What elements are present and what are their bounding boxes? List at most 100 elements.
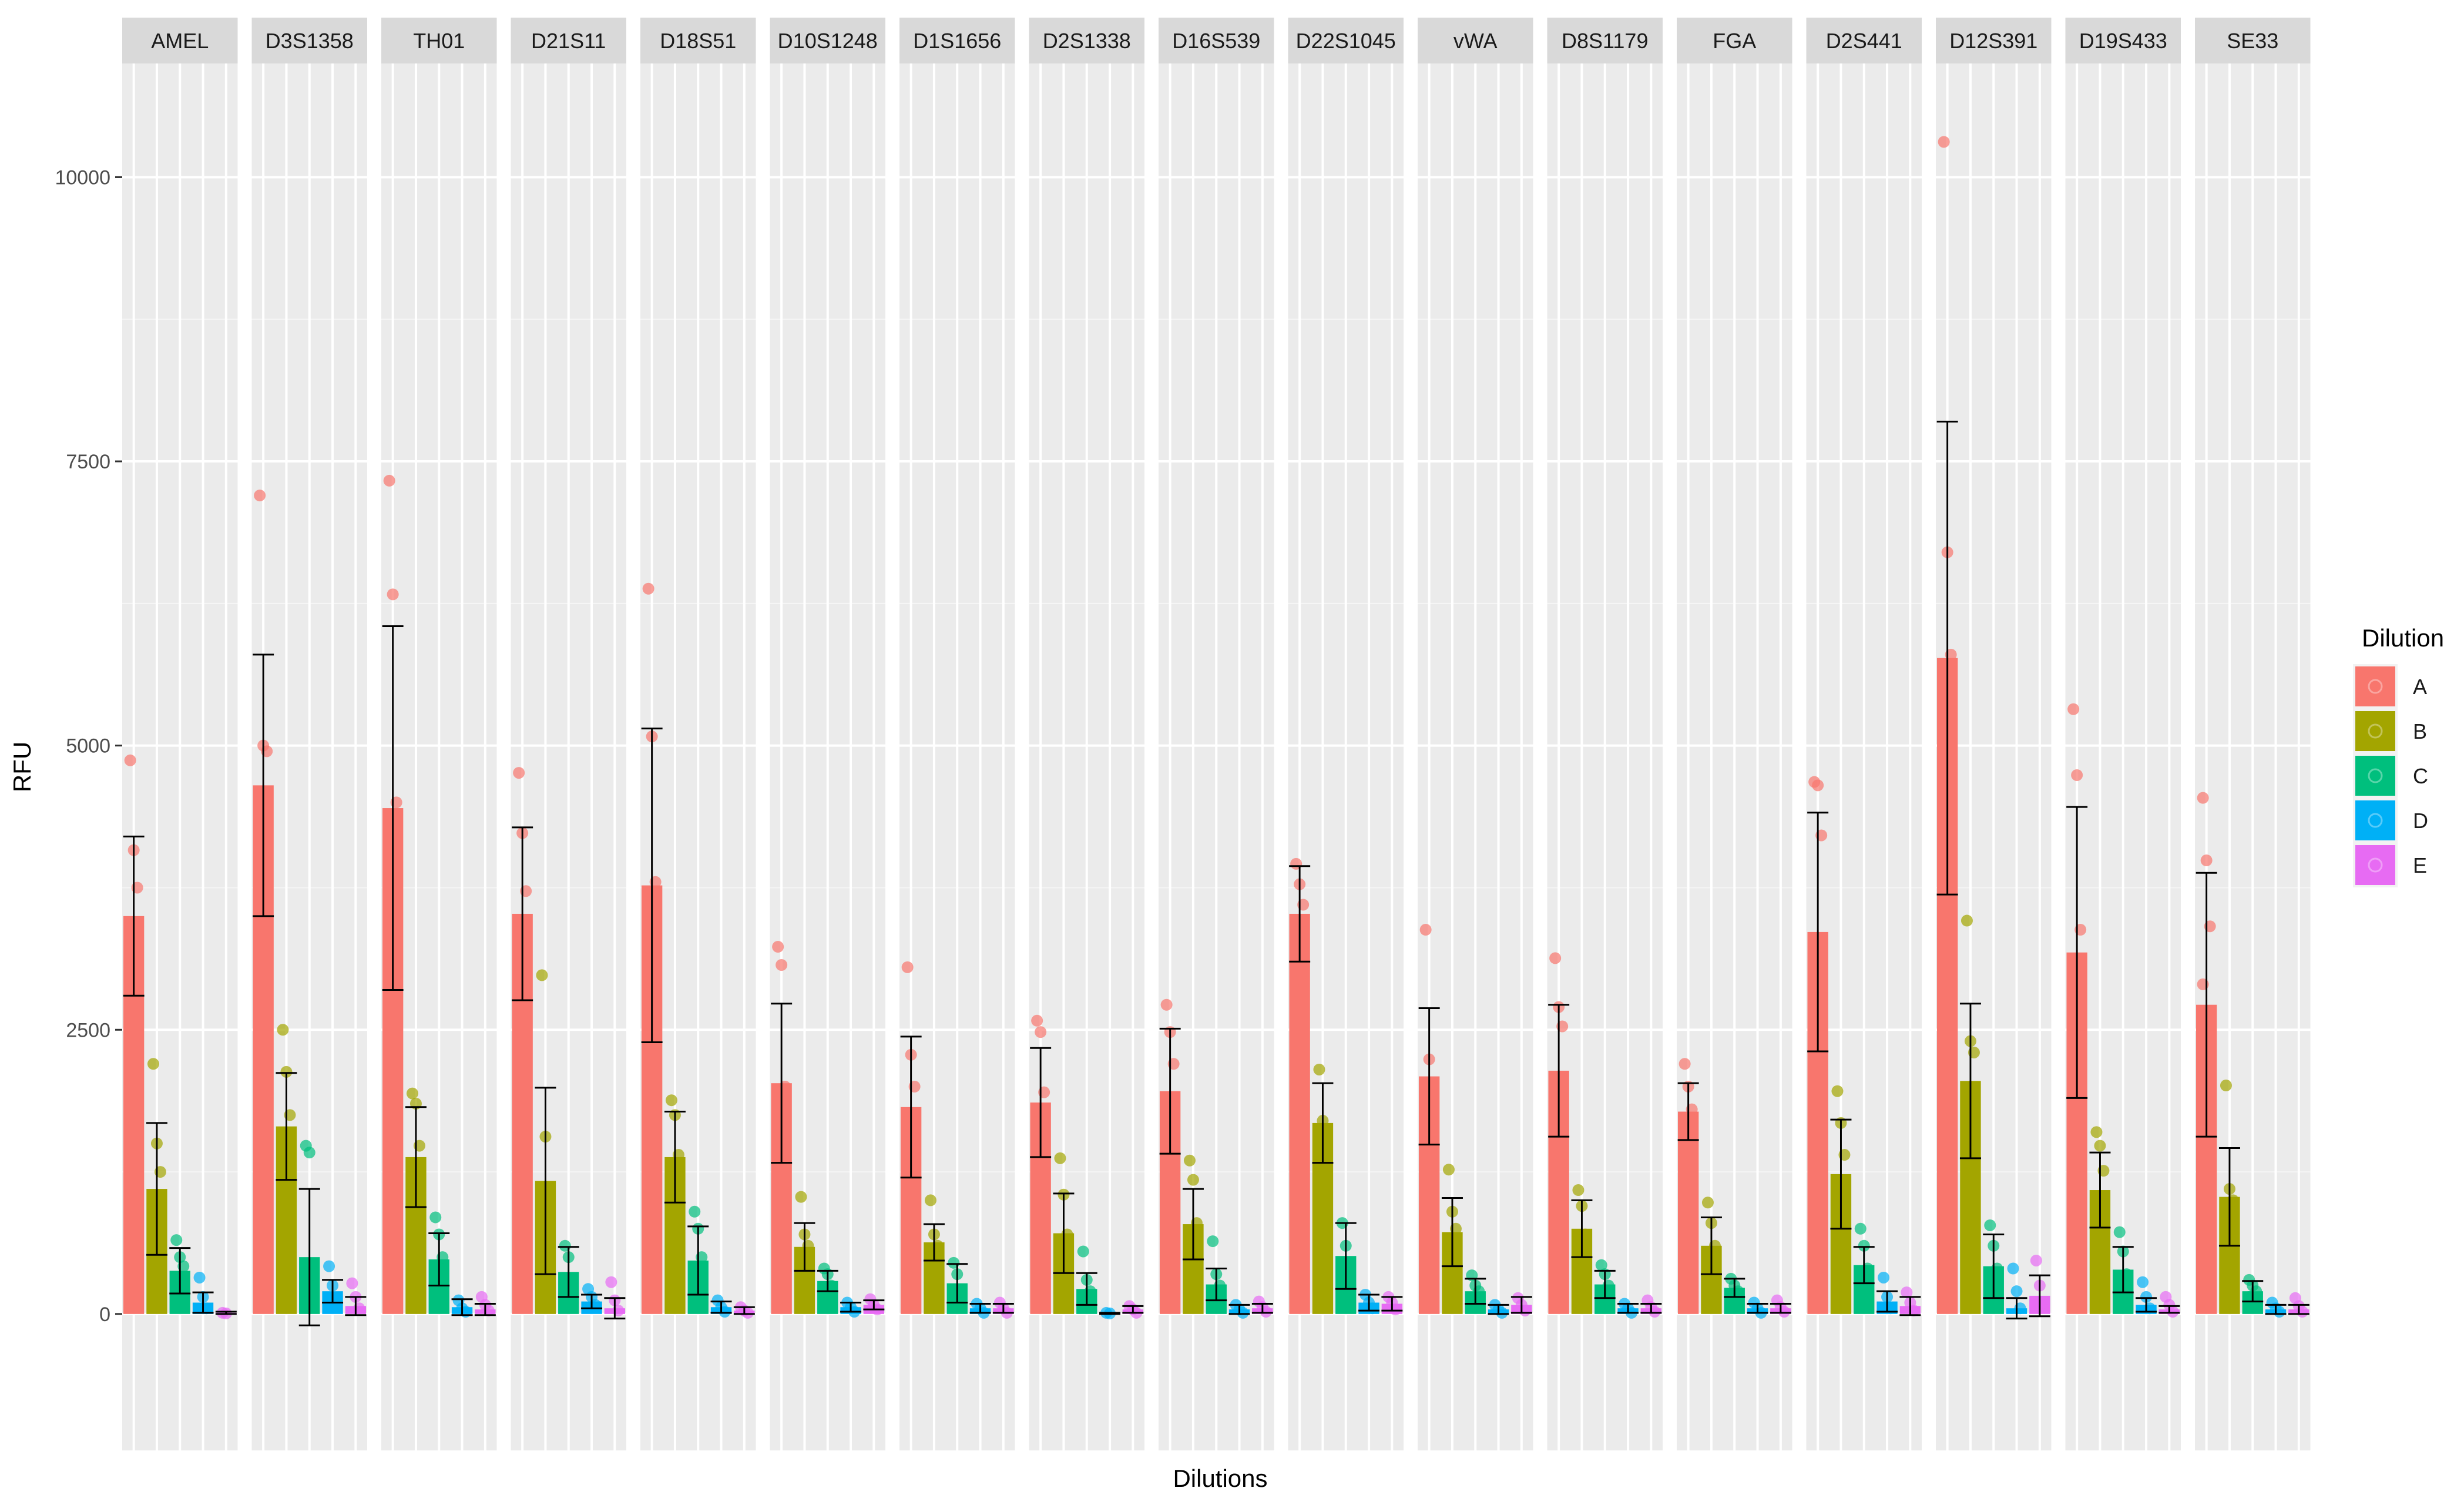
- y-tick-label: 5000: [66, 735, 110, 758]
- point-d12s391-a: [1938, 136, 1950, 148]
- point-d10s1248-a: [772, 941, 784, 953]
- point-d2s1338-a: [1031, 1014, 1043, 1027]
- point-d18s51-a: [642, 582, 654, 595]
- error-bar-d1s1656-a: [900, 1035, 922, 1179]
- point-d3s1358-a: [254, 490, 266, 502]
- panel-strip: [1029, 18, 1144, 63]
- error-bar-th01-b: [405, 1106, 427, 1208]
- point-d18s51-c: [689, 1205, 701, 1218]
- y-tick-label: 2500: [66, 1019, 110, 1041]
- error-bar-d12s391-e: [2029, 1274, 2050, 1318]
- point-d19s433-b: [2090, 1126, 2103, 1138]
- error-bar-d3s1358-b: [276, 1072, 297, 1181]
- error-bar-th01-c: [428, 1232, 450, 1287]
- panel-strip: [251, 18, 367, 63]
- panel-fga: FGA: [1677, 18, 1792, 1450]
- error-bar-amel-d: [192, 1291, 214, 1314]
- error-bar-d1s1656-e: [992, 1302, 1014, 1314]
- panel-strip-label: D3S1358: [266, 29, 354, 53]
- error-bar-d10s1248-a: [771, 1003, 793, 1164]
- point-d3s1358-b: [280, 1065, 293, 1078]
- error-bar-d19s433-b: [2089, 1151, 2111, 1229]
- y-tick-label: 10000: [55, 166, 110, 189]
- error-bar-se33-e: [2288, 1303, 2309, 1315]
- panel-strip-label: D10S1248: [778, 29, 878, 53]
- panel-d19s433: D19S433: [2065, 18, 2181, 1450]
- panel-strip: [1159, 18, 1274, 63]
- y-tick-label: 7500: [66, 451, 110, 473]
- point-d19s433-c: [2113, 1226, 2126, 1238]
- error-bar-d1s1656-d: [969, 1302, 991, 1314]
- point-amel-c: [170, 1234, 183, 1246]
- error-bar-amel-a: [123, 835, 145, 997]
- error-bar-d18s51-e: [733, 1306, 755, 1315]
- error-bar-d16s539-d: [1228, 1303, 1250, 1315]
- panel-d8s1179: D8S1179: [1547, 18, 1663, 1450]
- panel-strip: [640, 18, 756, 63]
- error-bar-d19s433-d: [2136, 1297, 2157, 1313]
- panel-d3s1358: D3S1358: [251, 18, 367, 1450]
- error-bar-d8s1179-b: [1571, 1199, 1593, 1258]
- point-d19s433-d: [2137, 1276, 2149, 1288]
- panel-d2s1338: D2S1338: [1029, 18, 1144, 1450]
- point-fga-a: [1682, 1160, 1694, 1172]
- panel-th01: TH01: [381, 18, 497, 1450]
- point-d12s391-b: [1961, 914, 1973, 927]
- point-d16s539-a: [1160, 998, 1173, 1011]
- error-bar-d18s51-b: [664, 1111, 686, 1204]
- point-d12s391-e: [2030, 1254, 2042, 1266]
- error-bar-d12s391-a: [1936, 420, 1958, 896]
- point-th01-a: [387, 588, 399, 601]
- error-bar-fga-d: [1747, 1302, 1768, 1314]
- point-d16s539-b: [1183, 1154, 1196, 1167]
- point-vwa-b: [1442, 1164, 1455, 1176]
- panel-strip: [1806, 18, 1922, 63]
- error-bar-d22s1045-e: [1381, 1296, 1403, 1312]
- point-d2s1338-c: [1077, 1245, 1089, 1258]
- legend-item-c: C: [2353, 753, 2428, 798]
- panel-d12s391: D12S391: [1936, 18, 2052, 1450]
- y-tick-label: 0: [99, 1303, 110, 1326]
- point-d19s433-b: [2094, 1140, 2106, 1152]
- point-amel-a: [124, 754, 136, 766]
- error-bar-d1s1656-b: [923, 1223, 945, 1262]
- error-bar-d8s1179-a: [1548, 1004, 1570, 1138]
- point-d8s1179-a: [1549, 952, 1562, 964]
- panel-strip-label: D12S391: [1949, 29, 2037, 53]
- panel-strip-label: TH01: [413, 29, 465, 53]
- error-bar-d2s441-d: [1876, 1290, 1898, 1313]
- panel-strip: [1288, 18, 1404, 63]
- panel-strip-label: D2S441: [1826, 29, 1902, 53]
- panel-strip-label: D2S1338: [1043, 29, 1131, 53]
- panel-strip: [770, 18, 885, 63]
- error-bar-d21s11-c: [558, 1246, 579, 1298]
- point-d16s539-a: [1164, 1194, 1176, 1207]
- panel-strip-label: D16S539: [1172, 29, 1260, 53]
- panel-strip: [1677, 18, 1792, 63]
- point-d16s539-c: [1207, 1235, 1219, 1248]
- point-d12s391-a: [1941, 933, 1953, 945]
- panel-strip: [2195, 18, 2311, 63]
- error-bar-d8s1179-c: [1594, 1269, 1616, 1299]
- point-d3s1358-c: [303, 1147, 315, 1159]
- error-bar-d2s441-b: [1830, 1118, 1852, 1230]
- point-d2s441-d: [1878, 1271, 1890, 1283]
- panel-d18s51: D18S51: [640, 18, 756, 1450]
- point-d2s441-b: [1831, 1085, 1844, 1097]
- panel-strip: [899, 18, 1015, 63]
- error-bar-d3s1358-d: [322, 1279, 344, 1304]
- error-bar-d22s1045-c: [1335, 1222, 1357, 1290]
- error-bar-d21s11-e: [604, 1297, 626, 1320]
- error-bar-se33-b: [2218, 1147, 2240, 1247]
- point-d1s1656-b: [924, 1194, 936, 1207]
- error-bar-d10s1248-e: [863, 1299, 885, 1311]
- panel-d21s11: D21S11: [511, 18, 626, 1450]
- panel-strip: [1547, 18, 1663, 63]
- point-d21s11-b: [536, 969, 548, 981]
- error-bar-d22s1045-d: [1358, 1293, 1380, 1312]
- point-se33-b: [2220, 1080, 2232, 1092]
- error-bar-d8s1179-e: [1640, 1302, 1662, 1314]
- error-bar-th01-d: [451, 1298, 473, 1316]
- error-bar-d2s1338-d: [1099, 1312, 1121, 1315]
